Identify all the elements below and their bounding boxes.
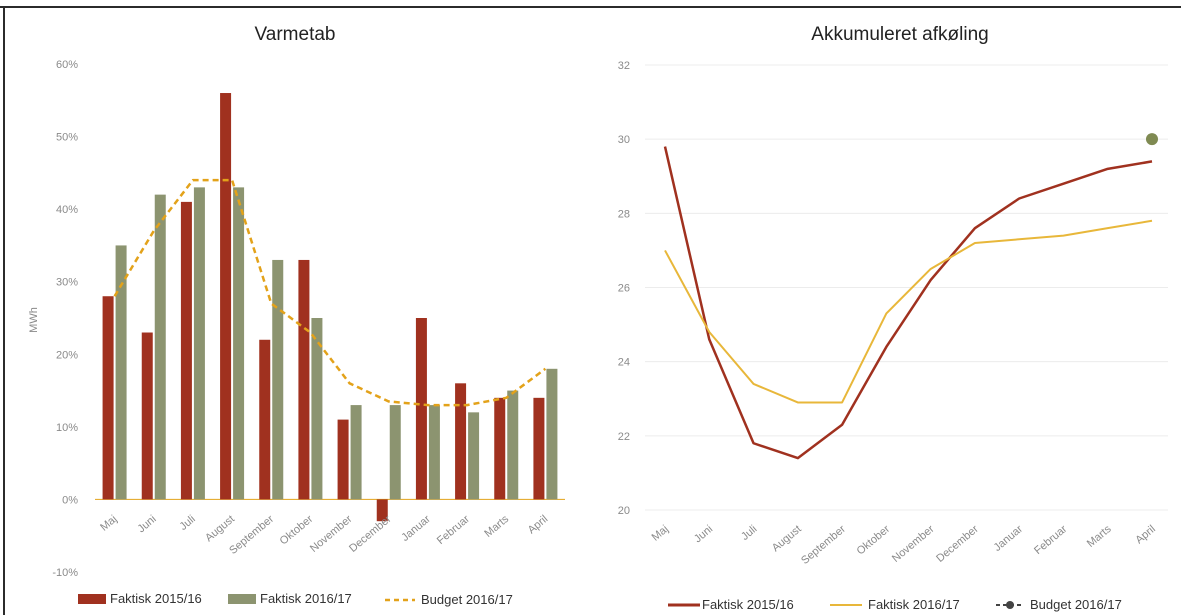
bar-faktisk-2015-16-juni [141, 332, 153, 500]
y-tick-label: 26 [618, 283, 630, 295]
frame-left-border [3, 6, 5, 615]
x-tick-label: December [934, 523, 981, 565]
legend-label: Faktisk 2015/16 [702, 597, 794, 612]
bar-faktisk-2016-17-september [272, 259, 284, 500]
bar-faktisk-2015-16-april [533, 397, 545, 500]
bar-faktisk-2015-16-november [337, 419, 349, 500]
y-tick-label: 0% [62, 494, 78, 506]
y-tick-label: 28 [618, 208, 630, 220]
bar-faktisk-2016-17-februar [468, 412, 480, 500]
bar-faktisk-2015-16-oktober [298, 259, 310, 500]
bar-faktisk-2016-17-november [350, 405, 362, 500]
chart-title: Varmetab [255, 24, 336, 45]
x-tick-label: Februar [1032, 523, 1069, 557]
legend-swatch-faktisk-2016-17 [228, 594, 256, 604]
x-tick-label: Marts [1085, 523, 1114, 550]
y-tick-label: 30 [618, 134, 630, 146]
legend-label: Faktisk 2016/17 [868, 597, 960, 612]
bar-faktisk-2016-17-april [546, 368, 558, 500]
y-axis-label: MWh [28, 307, 40, 333]
x-tick-label: Maj [650, 523, 671, 544]
legend-swatch-faktisk-2015-16 [78, 594, 106, 604]
bar-faktisk-2016-17-maj [115, 245, 127, 500]
bar-faktisk-2016-17-december [389, 405, 401, 500]
x-tick-label: Juli [739, 523, 759, 543]
y-tick-label: -10% [52, 567, 78, 579]
x-tick-label: Januar [992, 523, 1026, 554]
bar-faktisk-2016-17-juli [193, 187, 205, 500]
bar-faktisk-2015-16-september [259, 339, 271, 500]
legend-label: Faktisk 2016/17 [260, 591, 352, 606]
bar-faktisk-2016-17-oktober [311, 318, 323, 500]
bar-faktisk-2016-17-juni [154, 194, 166, 500]
bar-faktisk-2015-16-maj [102, 296, 114, 500]
bar-faktisk-2015-16-december [376, 499, 388, 522]
chart-title: Akkumuleret afkøling [811, 24, 988, 45]
bar-faktisk-2016-17-august [233, 187, 245, 500]
x-tick-label: November [890, 523, 937, 565]
bar-faktisk-2015-16-juli [180, 201, 192, 500]
bar-faktisk-2015-16-august [220, 93, 232, 500]
bar-faktisk-2015-16-januar [415, 318, 427, 500]
series-line-faktisk-2015-16 [663, 146, 1153, 460]
y-tick-label: 50% [56, 132, 78, 144]
x-tick-label: April [1133, 523, 1158, 546]
bar-faktisk-2016-17-januar [428, 405, 440, 500]
y-tick-label: 20 [618, 505, 630, 517]
y-tick-label: 20% [56, 349, 78, 361]
y-tick-label: 32 [618, 60, 630, 72]
bar-faktisk-2015-16-marts [494, 397, 506, 500]
y-tick-label: 30% [56, 277, 78, 289]
y-tick-label: 22 [618, 431, 630, 443]
budget-line-budget-2016-17 [113, 178, 547, 407]
legend-label: Faktisk 2015/16 [110, 591, 202, 606]
y-tick-label: 10% [56, 422, 78, 434]
legend-swatch-budget-2016-17 [1006, 601, 1014, 609]
x-tick-label: September [799, 523, 848, 567]
y-tick-label: 60% [56, 59, 78, 71]
y-tick-label: 40% [56, 204, 78, 216]
x-tick-label: Juni [692, 523, 715, 545]
x-tick-label: August [770, 523, 804, 554]
series-line-faktisk-2016-17 [664, 219, 1153, 404]
legend-label: Budget 2016/17 [1030, 597, 1122, 612]
x-tick-label: Oktober [855, 523, 893, 558]
y-tick-label: 24 [618, 357, 630, 369]
bar-faktisk-2015-16-februar [455, 383, 467, 500]
frame-top-border [0, 6, 1181, 8]
bar-faktisk-2016-17-marts [507, 390, 519, 500]
legend-label: Budget 2016/17 [421, 592, 513, 607]
point-budget-2016-17-april [1146, 133, 1158, 146]
